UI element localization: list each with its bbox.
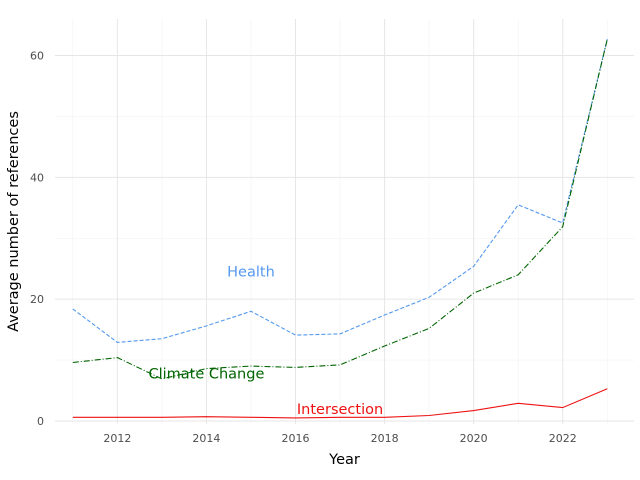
y-tick-labels: 0 20 40 60 (30, 50, 44, 428)
y-tick-label: 40 (30, 171, 44, 184)
y-tick-label: 0 (37, 415, 44, 428)
x-axis-title: Year (328, 452, 360, 468)
climate-change-line (72, 38, 608, 380)
climate-change-label: Climate Change (148, 366, 264, 382)
y-axis-title: Average number of references (6, 111, 22, 332)
x-tick-labels: 2012 2014 2016 2018 2020 2022 (103, 432, 576, 445)
grid-lines (55, 19, 634, 424)
series-annotations: Health Climate Change Intersection (148, 265, 383, 418)
intersection-line (72, 388, 608, 419)
y-tick-label: 60 (30, 50, 44, 63)
x-tick-label: 2022 (549, 432, 577, 445)
series-lines (72, 38, 608, 419)
intersection-label: Intersection (297, 402, 383, 418)
y-tick-label: 20 (30, 293, 44, 306)
x-tick-label: 2018 (371, 432, 399, 445)
x-tick-label: 2020 (460, 432, 488, 445)
x-tick-label: 2012 (103, 432, 131, 445)
health-label: Health (227, 265, 275, 281)
x-tick-label: 2014 (192, 432, 220, 445)
x-tick-label: 2016 (282, 432, 310, 445)
health-line (72, 38, 608, 343)
